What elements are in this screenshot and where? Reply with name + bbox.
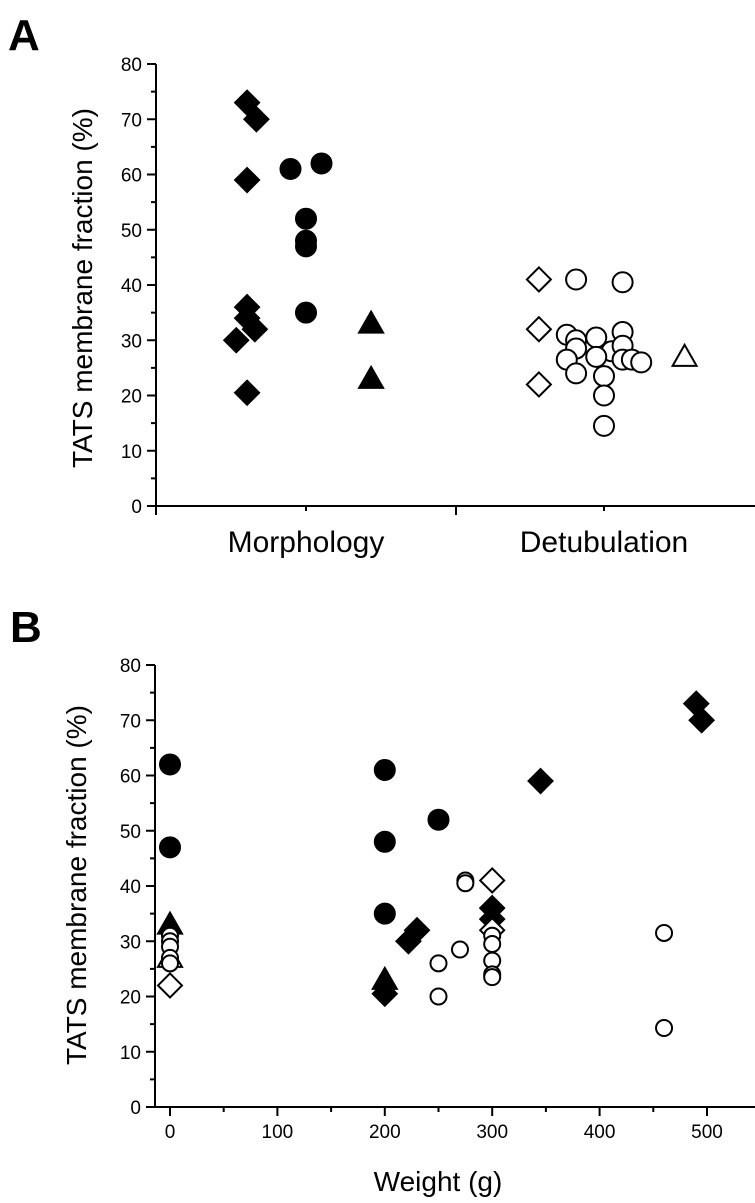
panel-b-point: [655, 923, 674, 942]
panel-a-chart: 0 10 20 30 40 50 60 70 80 Morphology Detubulation: [121, 55, 755, 559]
panel-b-xtick-label: 400: [584, 1122, 616, 1143]
panel-a-point: [525, 266, 553, 293]
panel-a-point: [525, 371, 553, 398]
panel-a-point: [222, 326, 250, 354]
panel-a-letter: A: [8, 11, 40, 60]
panel-b-point: [429, 987, 448, 1006]
panel-b-point: [161, 954, 179, 973]
panel-a-category-label: Detubulation: [520, 526, 688, 559]
panel-b-point: [527, 767, 554, 795]
panel-b-point: [429, 954, 448, 973]
panel-a-ytick-label: 40: [121, 276, 142, 297]
panel-b-point: [483, 935, 502, 954]
panel-b-point: [450, 940, 469, 959]
panel-a-point: [525, 315, 553, 343]
panel-b-point: [371, 965, 399, 990]
panel-b-xtick-label: 200: [369, 1122, 401, 1143]
panel-b-point: [478, 867, 506, 894]
panel-a-point: [279, 157, 302, 180]
panel-a-point: [357, 309, 385, 334]
panel-a-ytick-label: 70: [121, 110, 142, 131]
panel-b-point: [373, 830, 396, 853]
panel-a-point: [593, 414, 615, 437]
panel-a-point: [295, 207, 317, 230]
panel-b-point: [655, 1018, 674, 1037]
panel-a-point: [295, 235, 317, 258]
panel-a-point: [242, 105, 270, 133]
panel-b-xtick-label: 500: [691, 1122, 723, 1143]
panel-b-ytick-label: 10: [120, 1043, 141, 1064]
panel-a-ytick-label: 20: [121, 387, 142, 408]
panel-a-point: [611, 271, 634, 294]
panel-a-point: [233, 89, 261, 117]
panel-a-point: [565, 362, 588, 385]
panel-a-ytick-label: 0: [131, 497, 142, 518]
panel-a-point: [585, 345, 608, 368]
panel-b-point: [159, 836, 181, 859]
panel-b-ytick-label: 0: [130, 1098, 141, 1119]
panel-b-ytick-label: 50: [120, 822, 141, 843]
panel-a-ytick-label: 80: [121, 55, 142, 76]
panel-b-ytick-label: 30: [120, 932, 141, 953]
panel-a-point: [593, 384, 615, 407]
panel-b-point: [373, 758, 396, 781]
panel-a-point: [565, 268, 588, 291]
panel-b-xtick-label: 100: [262, 1122, 294, 1143]
panel-b-xlabel: Weight (g): [374, 1166, 503, 1197]
panel-b-xtick-label: 0: [165, 1122, 176, 1143]
panel-b-point: [456, 874, 475, 893]
panel-b-point: [483, 968, 502, 987]
panel-b-ytick-label: 80: [120, 656, 141, 677]
panel-b-point: [395, 927, 422, 955]
panel-a-point: [295, 301, 317, 324]
panel-a-ytick-label: 10: [121, 442, 142, 463]
panel-a-point: [241, 315, 269, 343]
panel-a-point: [233, 166, 261, 194]
panel-a-ytick-label: 60: [121, 166, 142, 187]
panel-a-point: [630, 351, 653, 374]
panel-b-xtick-label: 300: [476, 1122, 508, 1143]
panel-b-ytick-label: 20: [120, 988, 141, 1009]
panel-a-point: [357, 364, 385, 389]
panel-a-point: [233, 379, 261, 407]
panel-a-category-label: Morphology: [228, 526, 385, 559]
panel-b-point: [688, 706, 716, 734]
panel-a-point: [670, 342, 699, 367]
panel-b-ylabel: TATS membrane fraction (%): [61, 705, 92, 1065]
panel-a-ytick-label: 30: [121, 331, 142, 352]
panel-a-ylabel: TATS membrane fraction (%): [67, 108, 98, 468]
panel-b-point: [156, 972, 184, 999]
panel-a-point: [310, 152, 333, 175]
panel-a-ytick-label: 50: [121, 221, 142, 242]
panel-a-point: [593, 365, 615, 388]
panel-b-point: [373, 902, 396, 925]
panel-b-point: [427, 808, 450, 831]
panel-b-ytick-label: 70: [120, 711, 141, 732]
panel-b-ytick-label: 60: [120, 767, 141, 788]
panel-b-letter: B: [10, 603, 42, 652]
panel-b-point: [159, 753, 181, 776]
panel-b-ytick-label: 40: [120, 877, 141, 898]
panel-b-chart: 0 10 20 30 40 50 60 70 80 0 100 200 300 400 500: [120, 656, 755, 1143]
